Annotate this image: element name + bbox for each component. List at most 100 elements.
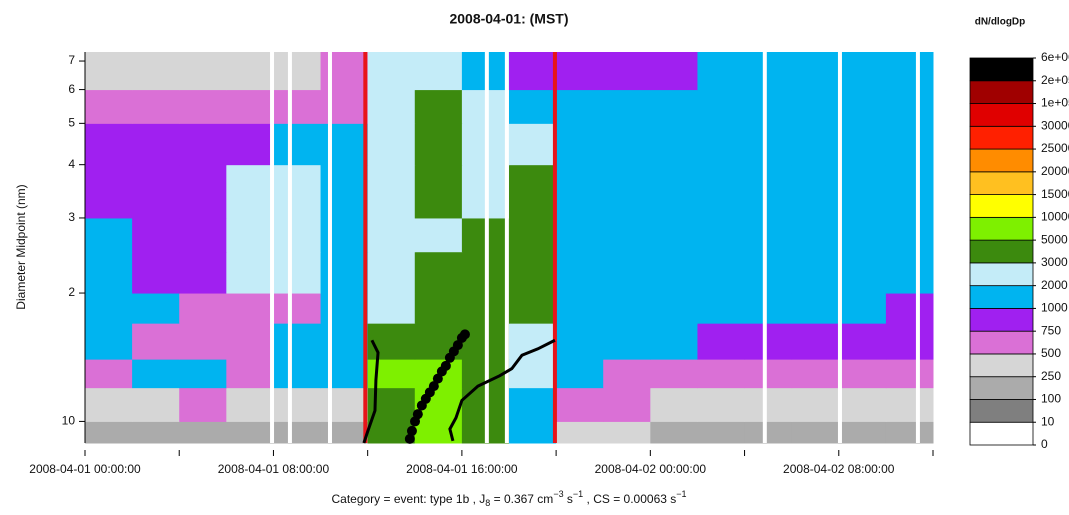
heat-cell (885, 164, 934, 219)
heat-cell (132, 89, 180, 124)
colorbar-label: 1e+05 (1041, 96, 1069, 110)
heat-cell (132, 123, 180, 166)
heat-cell (509, 323, 557, 360)
heat-cell (885, 421, 934, 444)
colorbar-label: 2000 (1041, 278, 1068, 292)
heat-cell (744, 251, 793, 294)
mode-point (406, 425, 417, 436)
y-tick-label: 3 (68, 210, 75, 224)
caption-part: s (564, 492, 573, 506)
colorbar-swatch (969, 353, 1034, 378)
heat-cell (320, 52, 369, 91)
heat-cell (132, 164, 180, 219)
data-gap (327, 52, 332, 443)
heat-cell (650, 52, 698, 91)
heat-cell (603, 251, 651, 294)
heat-cell (273, 217, 322, 253)
heat-cell (509, 421, 557, 444)
heat-cell (132, 293, 180, 324)
mode-point (459, 329, 470, 340)
boundary-line (448, 338, 556, 442)
heat-cell (885, 52, 934, 91)
caption-part: , CS = 0.00063 s (583, 492, 676, 506)
heat-cell (791, 52, 840, 91)
heat-cell (603, 359, 651, 389)
heat-cell (697, 251, 746, 294)
heat-cell (226, 323, 274, 360)
heat-cell (744, 123, 793, 166)
heat-cell (697, 217, 746, 253)
heat-cell (509, 217, 557, 253)
heat-cell (320, 387, 369, 422)
heat-cell (838, 359, 887, 389)
heat-cell (885, 293, 934, 324)
heat-cell (791, 421, 840, 444)
heat-cell (556, 359, 604, 389)
heat-cell (650, 164, 698, 219)
y-tick-label: 4 (68, 157, 75, 171)
colorbar-label: 100 (1041, 392, 1061, 406)
heat-cell (838, 89, 887, 124)
heat-cell (603, 89, 651, 124)
caption-part: 8 (485, 498, 490, 508)
heat-cell (509, 52, 557, 91)
x-tick-label: 2008-04-02 08:00:00 (783, 462, 895, 476)
heat-cell (367, 52, 416, 91)
colorbar-swatch (969, 103, 1034, 127)
heat-cell (226, 421, 274, 444)
heat-cell (744, 164, 793, 219)
heat-cell (367, 164, 416, 219)
heat-cell (179, 421, 227, 444)
heat-cell (273, 421, 322, 444)
heat-cell (791, 293, 840, 324)
heat-cell (509, 164, 557, 219)
heat-cell (603, 217, 651, 253)
heat-cell (885, 359, 934, 389)
heat-cell (556, 52, 604, 91)
data-gap (270, 52, 275, 443)
heat-cell (838, 217, 887, 253)
heat-cell (367, 323, 416, 360)
mode-point (440, 360, 451, 371)
heat-cell (791, 123, 840, 166)
caption-part: −3 (553, 489, 563, 499)
heat-cell (226, 164, 274, 219)
colorbar-label: 0 (1041, 437, 1048, 451)
heat-cell (650, 421, 698, 444)
colorbar-swatch (969, 80, 1034, 104)
heat-cell (85, 89, 133, 124)
heat-cell (744, 52, 793, 91)
colorbar-label: 10000 (1041, 210, 1069, 224)
heat-cell (697, 164, 746, 219)
heat-cell (85, 164, 133, 219)
heat-cell (838, 323, 887, 360)
heat-cell (273, 123, 322, 166)
heat-cell (603, 293, 651, 324)
y-tick-label: 6 (68, 82, 75, 96)
heat-cell (273, 293, 322, 324)
colorbar-label: 5000 (1041, 232, 1068, 246)
heat-cell (179, 123, 227, 166)
heat-cell (414, 123, 463, 166)
colorbar-swatch (969, 171, 1034, 195)
mode-point (404, 433, 415, 444)
chart-title: 2008-04-01: (MST) (449, 11, 568, 27)
heat-cell (744, 323, 793, 360)
heat-cell (320, 359, 369, 389)
heat-cell (556, 164, 604, 219)
colorbar-swatch (969, 285, 1034, 309)
boundary-line (362, 339, 380, 444)
heat-cell (132, 323, 180, 360)
colorbar-swatch (969, 194, 1034, 218)
colorbar-label: 500 (1041, 346, 1061, 360)
caption-part: = 0.367 cm (490, 492, 553, 506)
heat-cell (697, 421, 746, 444)
heat-cell (838, 164, 887, 219)
heat-cell (650, 217, 698, 253)
heat-cell (85, 251, 133, 294)
heat-cell (132, 251, 180, 294)
heat-cell (414, 164, 463, 219)
heat-cell (273, 89, 322, 124)
colorbar-label: 30000 (1041, 118, 1069, 132)
